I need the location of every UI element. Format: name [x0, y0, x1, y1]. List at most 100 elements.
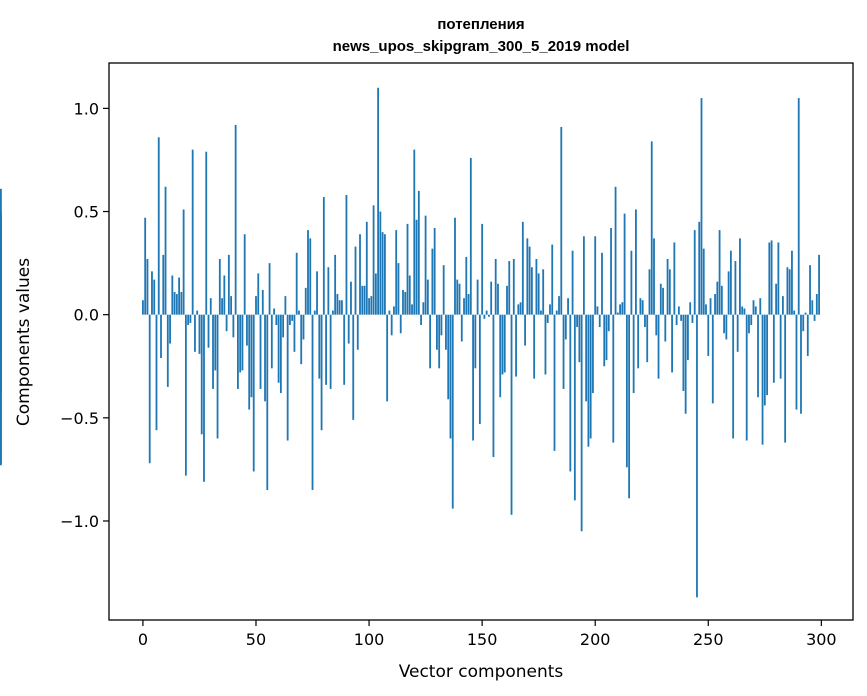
bar [216, 314, 219, 439]
bar [413, 149, 416, 315]
bar [635, 209, 637, 315]
bar [164, 186, 167, 315]
bar [388, 310, 391, 315]
bar [641, 300, 644, 315]
bar [291, 314, 294, 321]
bar [714, 294, 716, 315]
bar [463, 298, 465, 315]
bar [144, 217, 147, 315]
bar [768, 242, 771, 315]
bar [781, 296, 784, 315]
bar [517, 304, 520, 315]
bar [589, 314, 592, 439]
bar [329, 314, 332, 389]
bar [813, 314, 816, 321]
bar [467, 294, 470, 315]
bar [809, 265, 811, 315]
bar [757, 314, 759, 398]
bar [436, 314, 438, 350]
bar [160, 314, 162, 358]
bar [700, 98, 703, 315]
bar [526, 238, 529, 315]
bar [519, 302, 522, 315]
bar [474, 314, 477, 369]
bar [399, 314, 402, 334]
bar [465, 256, 468, 315]
bar [576, 314, 579, 328]
bar [200, 314, 203, 435]
bar [232, 314, 235, 338]
bar [646, 314, 649, 363]
bar [379, 211, 382, 315]
bar [266, 314, 269, 491]
bar [182, 209, 185, 315]
bar [802, 314, 805, 332]
bar [411, 304, 413, 315]
bar [146, 258, 149, 315]
bar [347, 314, 350, 344]
bar [481, 223, 484, 315]
bar [406, 223, 409, 315]
bar [483, 314, 486, 319]
bar [426, 279, 429, 315]
bar [723, 314, 726, 334]
bar [515, 314, 517, 377]
bar [537, 273, 540, 315]
bar [169, 314, 171, 344]
bar [0, 314, 2, 352]
bar [603, 314, 606, 367]
bar [791, 250, 793, 315]
bar [227, 254, 230, 315]
bar [343, 314, 346, 385]
bar [336, 294, 339, 315]
bar [252, 314, 255, 472]
y-tick-label: 1.0 [74, 99, 99, 118]
bar [666, 258, 669, 315]
bar [616, 312, 619, 315]
bar [508, 261, 511, 315]
bar [718, 230, 721, 315]
bar [754, 306, 757, 315]
bar [528, 246, 531, 315]
bar [454, 217, 456, 315]
y-tick-label: −1.0 [60, 512, 99, 531]
bar [286, 314, 289, 441]
bar [352, 314, 355, 420]
bar [741, 306, 744, 315]
bar [655, 314, 658, 336]
y-tick-label: 0.0 [74, 306, 99, 325]
bar [614, 186, 617, 315]
bar [759, 298, 762, 315]
bar [607, 314, 610, 332]
bar [777, 242, 780, 315]
bar [779, 314, 782, 379]
bar [707, 314, 710, 356]
bar [546, 314, 549, 323]
bar [562, 314, 565, 389]
bar [639, 298, 642, 315]
y-tick-label: −0.5 [60, 409, 99, 428]
bar [544, 314, 547, 375]
bar [648, 269, 651, 315]
bar [587, 314, 590, 447]
bar [775, 283, 778, 315]
bar [501, 314, 504, 375]
bar [345, 195, 348, 315]
bar [490, 281, 493, 315]
bar [682, 314, 685, 392]
bar [804, 312, 807, 315]
bar [702, 248, 705, 315]
bar [551, 244, 554, 315]
bar [662, 287, 664, 315]
bar [318, 314, 321, 379]
bar [797, 98, 800, 315]
bar [458, 283, 461, 315]
bar [243, 234, 246, 315]
bar [365, 221, 368, 315]
bar [331, 310, 334, 315]
bar [230, 296, 233, 315]
bar [311, 314, 314, 491]
bar [677, 306, 680, 315]
bar [205, 151, 208, 315]
